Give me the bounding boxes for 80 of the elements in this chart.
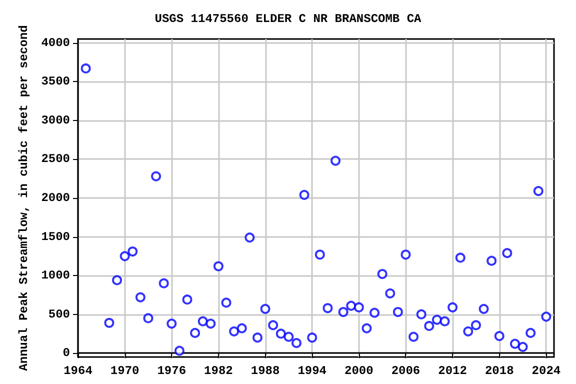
y-tick-label: 2000	[41, 191, 70, 205]
point	[314, 250, 325, 260]
point	[166, 318, 177, 329]
point	[518, 342, 528, 352]
point	[510, 338, 520, 349]
x-tick-label: 2000	[344, 364, 374, 378]
point	[432, 314, 442, 325]
point	[151, 171, 162, 182]
point	[502, 248, 512, 258]
point	[213, 261, 224, 272]
chart-title: USGS 11475560 ELDER C NR BRANSCOMB CA	[154, 12, 422, 26]
point	[377, 269, 388, 280]
point	[190, 328, 200, 338]
point	[346, 300, 356, 311]
y-tick-label: 0	[62, 346, 70, 360]
x-tick-label: 1994	[298, 364, 327, 378]
x-tick-label: 2018	[484, 364, 514, 378]
point	[198, 316, 208, 326]
point	[236, 323, 247, 334]
point	[143, 313, 154, 324]
point	[338, 307, 348, 318]
y-tick-label: 2500	[41, 152, 70, 166]
point	[354, 302, 364, 312]
point	[182, 294, 192, 305]
point	[448, 302, 458, 312]
y-tick-label: 500	[48, 307, 70, 322]
point	[330, 156, 341, 166]
point	[494, 331, 504, 342]
x-tick-label: 2006	[391, 364, 420, 378]
y-tick-label: 3500	[41, 74, 70, 89]
point	[478, 304, 489, 314]
point	[362, 323, 372, 334]
point	[463, 326, 474, 336]
point	[408, 332, 419, 342]
point	[322, 303, 333, 314]
y-tick-label: 1500	[41, 230, 70, 244]
point	[128, 246, 138, 257]
point	[229, 326, 240, 336]
y-tick-label: 3000	[41, 113, 70, 128]
point	[268, 320, 278, 330]
point	[276, 328, 286, 339]
point	[244, 232, 255, 243]
x-tick-label: 1976	[157, 364, 186, 378]
x-tick-label: 2012	[438, 364, 467, 378]
point	[299, 190, 310, 200]
point	[424, 320, 434, 331]
point	[112, 275, 122, 286]
point	[260, 304, 270, 314]
y-tick-label: 4000	[41, 36, 70, 50]
point	[252, 332, 262, 343]
point	[292, 338, 302, 348]
point	[486, 256, 497, 266]
point	[104, 318, 114, 328]
y-tick-label: 1000	[41, 268, 70, 283]
y-axis-title: Annual Peak Streamflow, in cubic feet per second	[16, 25, 31, 371]
point	[470, 320, 481, 330]
point	[221, 298, 232, 308]
point	[206, 318, 216, 329]
point	[541, 312, 552, 322]
point	[526, 328, 536, 338]
point	[416, 309, 426, 320]
point	[455, 252, 466, 263]
point	[135, 292, 146, 302]
point	[284, 332, 294, 342]
point	[400, 250, 411, 260]
x-tick-label: 1982	[204, 364, 233, 378]
point	[440, 316, 450, 326]
point	[370, 308, 380, 318]
point	[174, 346, 184, 356]
point	[533, 186, 544, 196]
x-tick-label: 1988	[250, 364, 280, 378]
x-tick-label: 1970	[110, 364, 140, 378]
point	[392, 307, 403, 318]
point	[120, 251, 130, 262]
point	[307, 332, 318, 343]
point	[385, 288, 396, 298]
point	[80, 63, 91, 74]
x-tick-label: 1964	[64, 364, 92, 378]
point	[158, 278, 169, 288]
x-tick-label: 2024	[532, 364, 561, 378]
